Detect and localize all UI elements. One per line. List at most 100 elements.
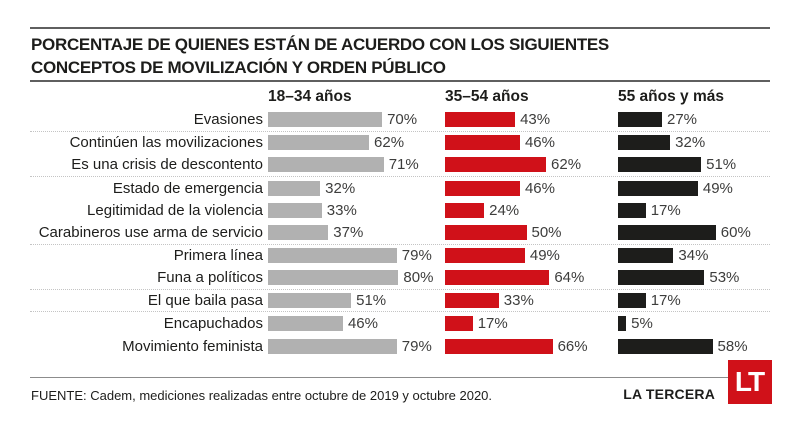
chart-row: Legitimidad de la violencia 33% 24% 17% <box>30 199 770 222</box>
category-label: Carabineros use arma de servicio <box>38 224 263 242</box>
category-label: Evasiones <box>193 111 263 129</box>
bar-35-54 <box>445 203 485 219</box>
bar-35-54 <box>445 316 473 332</box>
chart-rows: Evasiones 70% 43% 27% Continúen las moviliza… <box>30 109 770 358</box>
bar-cell: 49% <box>613 177 760 200</box>
bar-18-34 <box>268 293 352 309</box>
la-tercera-logo: LT <box>728 360 772 404</box>
bar-18-34 <box>268 180 321 196</box>
category-label: Es una crisis de descontento <box>71 156 263 174</box>
category-label: Continúen las movilizaciones <box>69 134 263 152</box>
column-header-18-34: 18–34 años <box>268 88 352 105</box>
bar-value: 80% <box>403 269 434 287</box>
bar-cell: 60% <box>613 222 760 244</box>
bar-cell: 5% <box>613 312 760 335</box>
column-header-55-plus: 55 años y más <box>618 88 724 105</box>
bar-cell: 53% <box>613 267 760 289</box>
bar-value: 32% <box>675 134 706 152</box>
bar-35-54 <box>445 135 520 151</box>
bar-cell: 79% <box>263 245 440 268</box>
chart-row: Estado de emergencia 32% 46% 49% <box>30 177 770 200</box>
bar-cell: 66% <box>440 335 613 358</box>
bar-value: 66% <box>557 337 588 355</box>
bar-55-plus <box>618 157 702 173</box>
bar-value: 62% <box>551 156 582 174</box>
bar-value: 60% <box>720 224 751 242</box>
bar-cell: 34% <box>613 245 760 268</box>
bar-55-plus <box>618 135 671 151</box>
bar-value: 37% <box>333 224 364 242</box>
bar-55-plus <box>618 248 674 264</box>
bar-cell: 32% <box>613 132 760 155</box>
category-label: Estado de emergencia <box>112 179 263 197</box>
chart-row: Continúen las movilizaciones 62% 46% 32% <box>30 132 770 155</box>
bar-value: 43% <box>520 111 551 129</box>
bar-value: 58% <box>717 337 748 355</box>
footer-rule <box>30 377 770 378</box>
bar-18-34 <box>268 338 397 354</box>
bar-value: 71% <box>388 156 419 174</box>
category-label: Funa a políticos <box>157 269 263 287</box>
bar-value: 46% <box>524 134 555 152</box>
bar-35-54 <box>445 270 550 286</box>
category-label: Legitimidad de la violencia <box>87 202 263 220</box>
bar-cell: 17% <box>613 290 760 312</box>
bar-cell: 62% <box>440 154 613 176</box>
bar-value: 62% <box>374 134 405 152</box>
bar-35-54 <box>445 157 547 173</box>
category-label: Movimiento feminista <box>122 337 263 355</box>
chart-row: Encapuchados 46% 17% 5% <box>30 312 770 335</box>
bar-value: 51% <box>706 156 737 174</box>
bar-55-plus <box>618 270 705 286</box>
bar-18-34 <box>268 203 322 219</box>
bar-value: 32% <box>325 179 356 197</box>
bar-value: 46% <box>524 179 555 197</box>
bar-value: 46% <box>347 315 378 333</box>
bar-value: 50% <box>531 224 562 242</box>
bar-cell: 50% <box>440 222 613 244</box>
bar-55-plus <box>618 112 662 128</box>
page-title: PORCENTAJE DE QUIENES ESTÁN DE ACUERDO C… <box>31 33 771 79</box>
bar-cell: 79% <box>263 335 440 358</box>
bar-cell: 64% <box>440 267 613 289</box>
bar-cell: 80% <box>263 267 440 289</box>
bar-value: 17% <box>650 292 681 310</box>
bar-cell: 49% <box>440 245 613 268</box>
brand-name: LA TERCERA <box>623 386 715 402</box>
bar-18-34 <box>268 248 397 264</box>
bar-cell: 37% <box>263 222 440 244</box>
bar-value: 49% <box>702 179 733 197</box>
bar-35-54 <box>445 293 499 309</box>
spacer <box>30 88 263 106</box>
bar-cell: 70% <box>263 109 440 131</box>
bar-value: 5% <box>631 315 653 333</box>
bar-55-plus <box>618 180 698 196</box>
bar-18-34 <box>268 316 343 332</box>
bar-cell: 71% <box>263 154 440 176</box>
category-label: Encapuchados <box>163 315 263 333</box>
bar-cell: 33% <box>440 290 613 312</box>
bar-55-plus <box>618 316 627 332</box>
bar-35-54 <box>445 180 520 196</box>
chart-row: Carabineros use arma de servicio 37% 50% 60… <box>30 222 770 245</box>
title-line-1: PORCENTAJE DE QUIENES ESTÁN DE ACUERDO C… <box>31 35 609 54</box>
top-rule <box>30 27 770 29</box>
chart-row: El que baila pasa 51% 33% 17% <box>30 290 770 313</box>
bar-value: 17% <box>650 202 681 220</box>
bar-18-34 <box>268 112 383 128</box>
source-note: FUENTE: Cadem, mediciones realizadas ent… <box>31 388 493 403</box>
bar-35-54 <box>445 112 516 128</box>
bar-value: 64% <box>554 269 585 287</box>
bar-value: 34% <box>678 247 709 265</box>
bar-35-54 <box>445 225 527 241</box>
bar-18-34 <box>268 157 384 173</box>
bar-cell: 32% <box>263 177 440 200</box>
bar-value: 27% <box>667 111 698 129</box>
bar-value: 79% <box>401 337 432 355</box>
category-label: Primera línea <box>173 247 263 265</box>
bar-value: 49% <box>529 247 560 265</box>
bar-55-plus <box>618 203 646 219</box>
bar-value: 33% <box>326 202 357 220</box>
bar-55-plus <box>618 293 646 309</box>
